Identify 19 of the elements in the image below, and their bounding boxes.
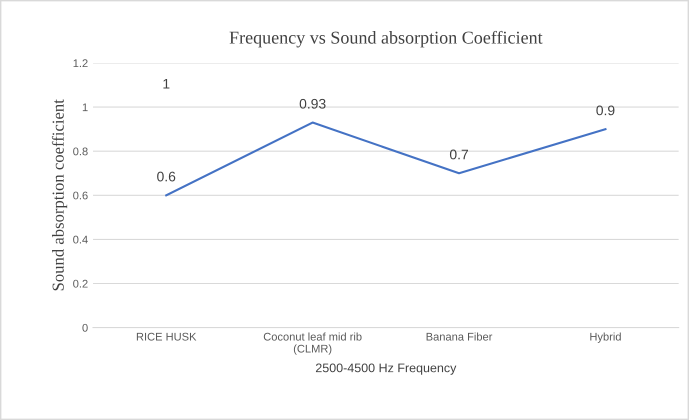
x-axis-title: 2500-4500 Hz Frequency — [316, 363, 456, 375]
y-tick-label: 0.4 — [73, 236, 88, 244]
y-tick-label: 0.6 — [73, 192, 88, 200]
y-tick-label: 1.2 — [74, 59, 88, 68]
data-label: 0.93 — [300, 98, 326, 109]
x-tick-label: Banana Fiber — [426, 332, 492, 341]
chart-title: Frequency vs Sound absorption Coefficient — [230, 30, 543, 48]
data-label: 0.6 — [157, 172, 176, 182]
y-tick-label: 1 — [82, 103, 88, 112]
x-tick-label: Coconut leaf mid rib (CLMR) — [264, 332, 362, 355]
y-tick-label: 0.2 — [73, 280, 88, 288]
x-tick-label: RICE HUSK — [136, 332, 196, 341]
y-tick-label: 0.8 — [73, 147, 88, 156]
data-label: 0.9 — [596, 105, 614, 116]
data-label: 0.7 — [450, 150, 468, 160]
y-axis-title: Sound absorption coefficient — [52, 99, 68, 290]
annotation: 1 — [163, 79, 170, 89]
y-tick-label: 0 — [82, 324, 88, 332]
x-tick-label: Hybrid — [590, 332, 621, 343]
